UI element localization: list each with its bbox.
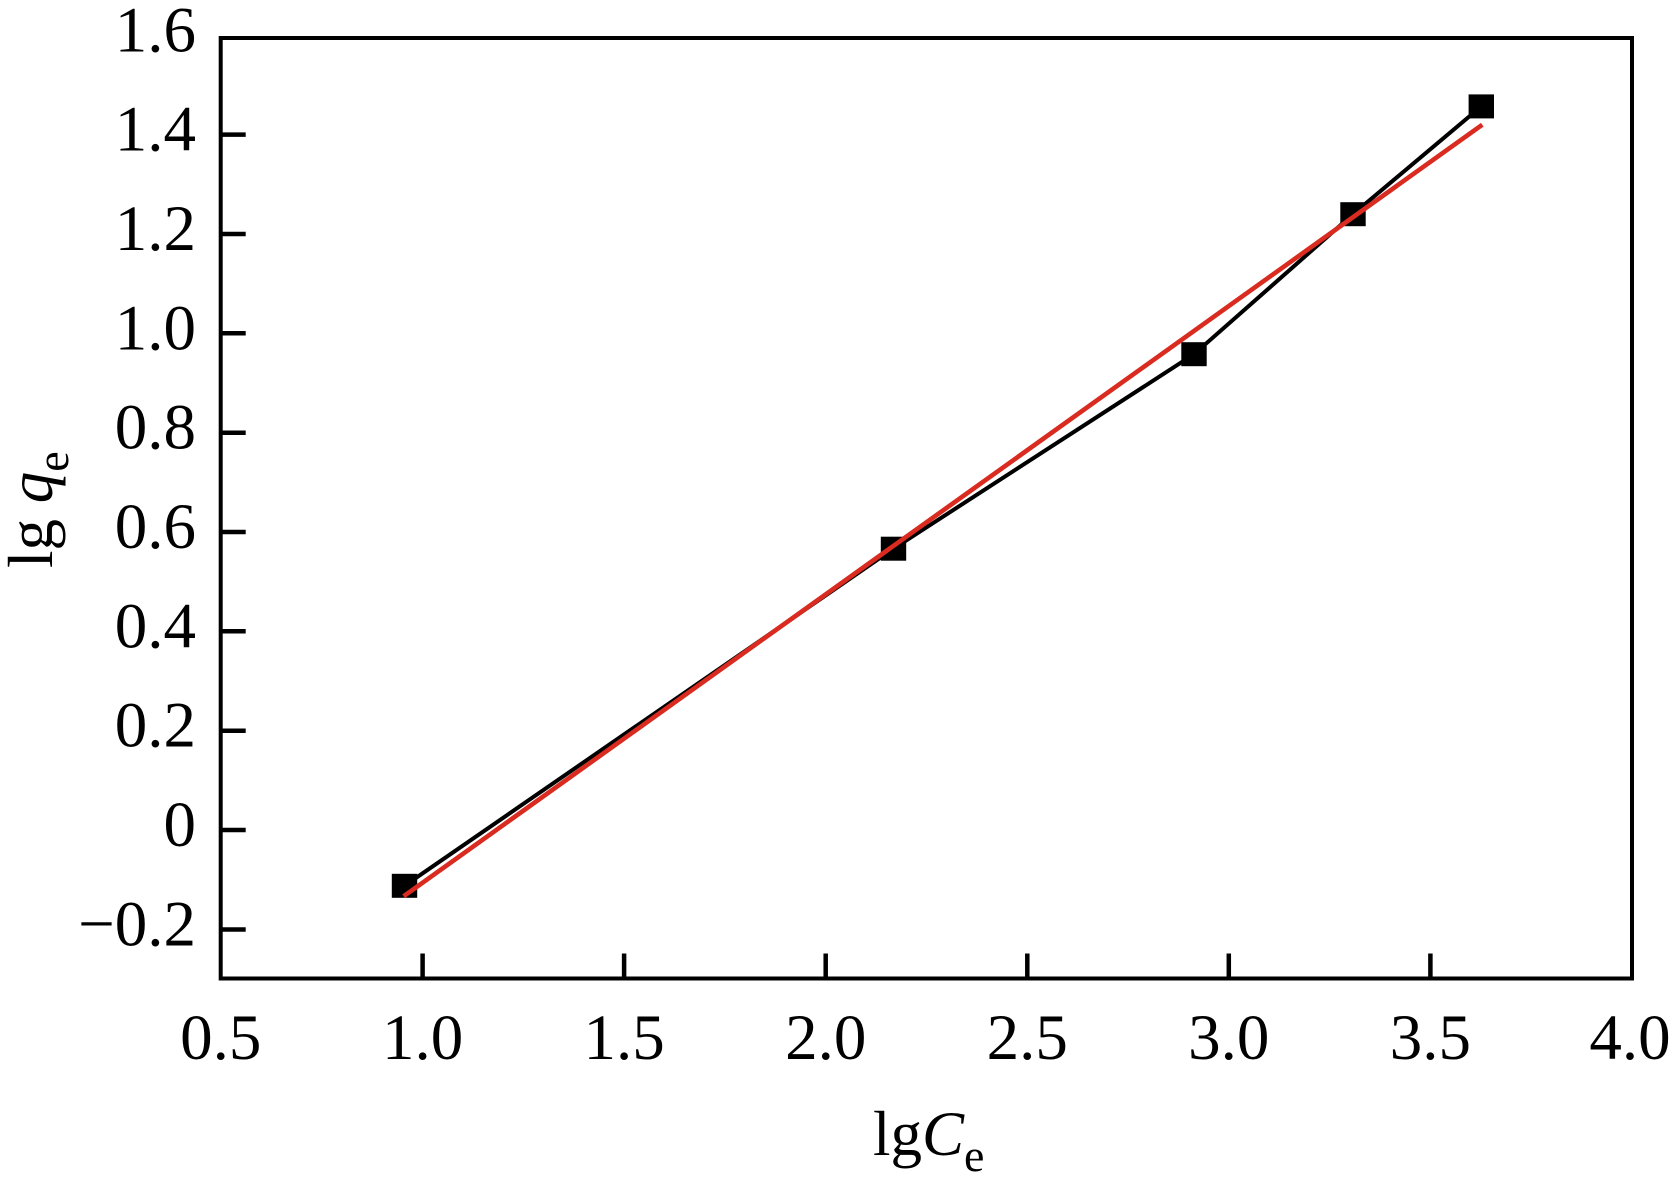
svg-text:0: 0 bbox=[164, 789, 197, 861]
svg-text:1.0: 1.0 bbox=[115, 292, 196, 364]
svg-text:0.2: 0.2 bbox=[115, 690, 196, 762]
svg-text:0.8: 0.8 bbox=[115, 392, 196, 464]
svg-text:3.5: 3.5 bbox=[1390, 1002, 1471, 1074]
svg-text:1.4: 1.4 bbox=[115, 94, 196, 166]
svg-text:3.0: 3.0 bbox=[1188, 1002, 1269, 1074]
svg-text:−0.2: −0.2 bbox=[78, 889, 196, 961]
svg-text:1.0: 1.0 bbox=[382, 1002, 463, 1074]
svg-text:2.5: 2.5 bbox=[987, 1002, 1068, 1074]
svg-text:0.6: 0.6 bbox=[115, 491, 196, 563]
svg-text:0.4: 0.4 bbox=[115, 590, 196, 662]
svg-text:1.2: 1.2 bbox=[115, 193, 196, 265]
svg-text:1.6: 1.6 bbox=[115, 0, 196, 66]
svg-text:1.5: 1.5 bbox=[583, 1002, 664, 1074]
svg-text:0.5: 0.5 bbox=[180, 1002, 261, 1074]
svg-text:2.0: 2.0 bbox=[785, 1002, 866, 1074]
svg-text:4.0: 4.0 bbox=[1589, 1002, 1670, 1074]
